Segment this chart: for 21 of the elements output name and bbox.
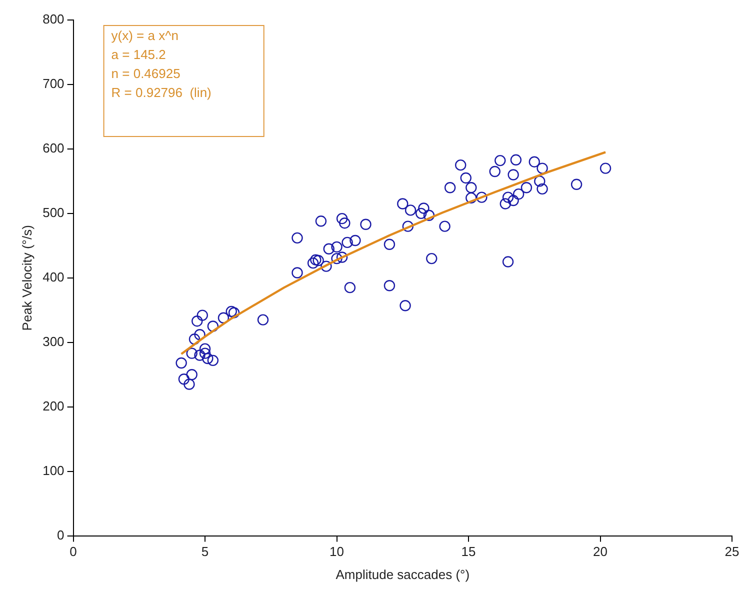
y-tick-label: 400 [42, 269, 64, 284]
y-tick-label: 500 [42, 205, 64, 220]
annotation: a = 145.2 [111, 47, 166, 62]
x-tick-label: 0 [70, 544, 77, 560]
annotation: y(x) = a x^n [111, 28, 178, 44]
y-tick-label: 700 [42, 76, 64, 92]
x-tick-label: 25 [724, 544, 740, 560]
x-axis-title: Amplitude saccades (°) [336, 566, 470, 582]
x-tick-label: 10 [330, 544, 344, 560]
x-tick-label: 20 [593, 544, 608, 560]
y-tick-label: 300 [42, 334, 64, 349]
y-tick-label: 100 [42, 462, 64, 478]
y-axis-title: Peak Velocity (°/s) [19, 225, 34, 331]
y-tick-label: 800 [42, 12, 64, 27]
x-tick-label: 5 [201, 544, 209, 560]
y-tick-label: 600 [42, 140, 64, 156]
annotation: n = 0.46925 [111, 66, 180, 82]
annotation: R = 0.92796 (lin) [111, 85, 212, 100]
y-tick-label: 200 [42, 398, 64, 414]
x-tick-label: 15 [461, 544, 476, 560]
y-tick-label: 0 [57, 527, 64, 542]
